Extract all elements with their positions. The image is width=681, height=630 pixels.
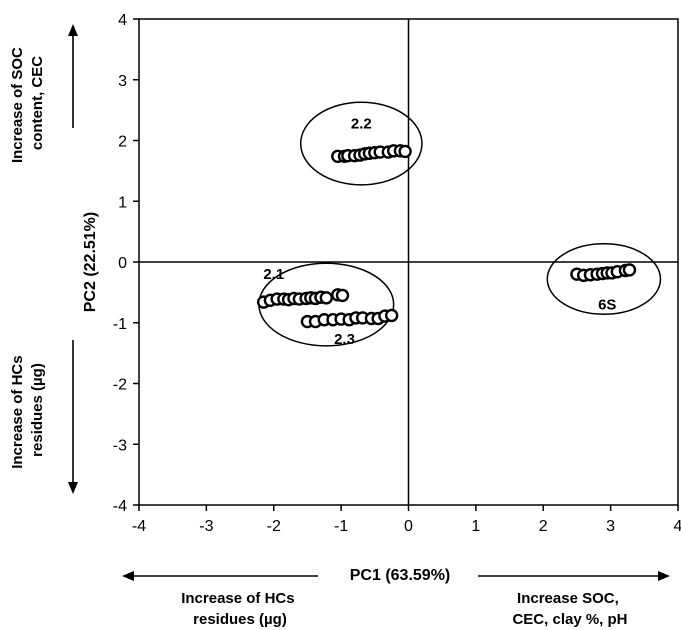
x-tick-label: 1 <box>471 518 480 535</box>
right-arrow-head <box>658 571 670 581</box>
data-point <box>335 288 350 303</box>
up-arrow-head <box>68 24 78 36</box>
cluster-label: 2.2 <box>351 115 372 132</box>
data-points <box>256 144 637 329</box>
left-arrow-head <box>122 571 134 581</box>
y-tick-label: -2 <box>113 377 127 394</box>
x-tick-label: -4 <box>132 518 146 535</box>
cluster-labels: 2.1 2.2 2.3 6S <box>263 115 616 348</box>
cluster-label: 6S <box>598 296 616 313</box>
y-axis-title: PC2 (22.51%) <box>82 212 99 313</box>
data-point <box>319 291 334 305</box>
data-point <box>622 263 637 277</box>
data-point <box>398 144 412 159</box>
cluster-label: 2.3 <box>334 331 355 348</box>
y-tick-label: 3 <box>118 73 127 90</box>
y-axis-ticks: 4 3 2 1 0 -1 -2 -3 -4 <box>113 12 139 515</box>
x-tick-label: -2 <box>267 518 281 535</box>
soc-cec-clay-ph-annotation: Increase SOC, CEC, clay %, pH <box>512 590 627 628</box>
down-arrow-head <box>68 482 78 494</box>
x-tick-label: 3 <box>606 518 615 535</box>
y-tick-label: 4 <box>118 12 127 29</box>
y-tick-label: 1 <box>118 194 127 211</box>
x-tick-label: -3 <box>199 518 213 535</box>
y-tick-label: -3 <box>113 437 127 454</box>
y-tick-label: 0 <box>118 255 127 272</box>
hcs-residues-bottom-annotation: Increase of HCs residues (µg) <box>181 590 299 628</box>
x-tick-label: 4 <box>674 518 681 535</box>
soc-cec-annotation: Increase of SOC content, CEC <box>9 43 46 163</box>
x-tick-label: 2 <box>539 518 548 535</box>
cluster-ellipse <box>546 243 662 315</box>
x-tick-label: -1 <box>334 518 348 535</box>
y-tick-label: -4 <box>113 498 127 515</box>
hcs-residues-left-annotation: Increase of HCs residues (µg) <box>9 351 46 469</box>
y-tick-label: -1 <box>113 316 127 333</box>
x-axis-title: PC1 (63.59%) <box>350 567 451 584</box>
x-axis-ticks: -4 -3 -2 -1 0 1 2 3 4 <box>132 505 681 535</box>
x-tick-label: 0 <box>404 518 413 535</box>
cluster-label: 2.1 <box>263 266 284 283</box>
y-tick-label: 2 <box>118 134 127 151</box>
data-point <box>384 308 399 323</box>
cluster-ellipse <box>299 101 423 186</box>
